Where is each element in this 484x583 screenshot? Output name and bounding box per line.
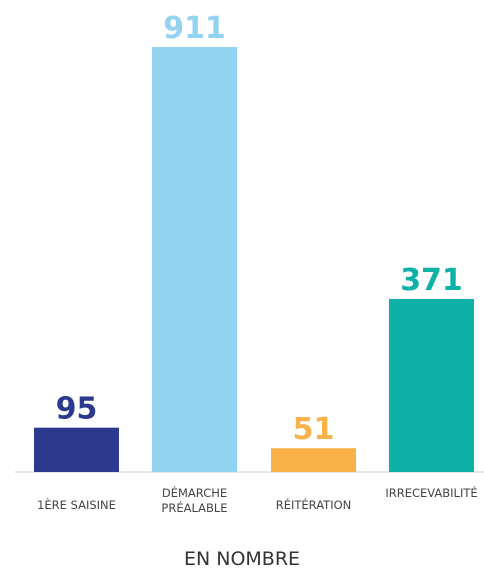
bar xyxy=(389,298,474,472)
bar xyxy=(34,427,119,472)
category-label: RÉITÉRATION xyxy=(275,498,352,512)
category-label: DÉMARCHE PRÉALABLE xyxy=(161,486,228,515)
value-label: 911 xyxy=(163,11,226,46)
value-label: 51 xyxy=(293,412,335,447)
bar xyxy=(152,47,237,472)
category-label: 1ÈRE SAISINE xyxy=(37,498,116,512)
value-label: 371 xyxy=(400,263,463,298)
value-label: 95 xyxy=(56,392,98,427)
category-label: IRRECEVABILITÉ xyxy=(385,486,478,500)
x-axis-title: EN NOMBRE xyxy=(183,548,301,570)
bar xyxy=(271,448,356,472)
